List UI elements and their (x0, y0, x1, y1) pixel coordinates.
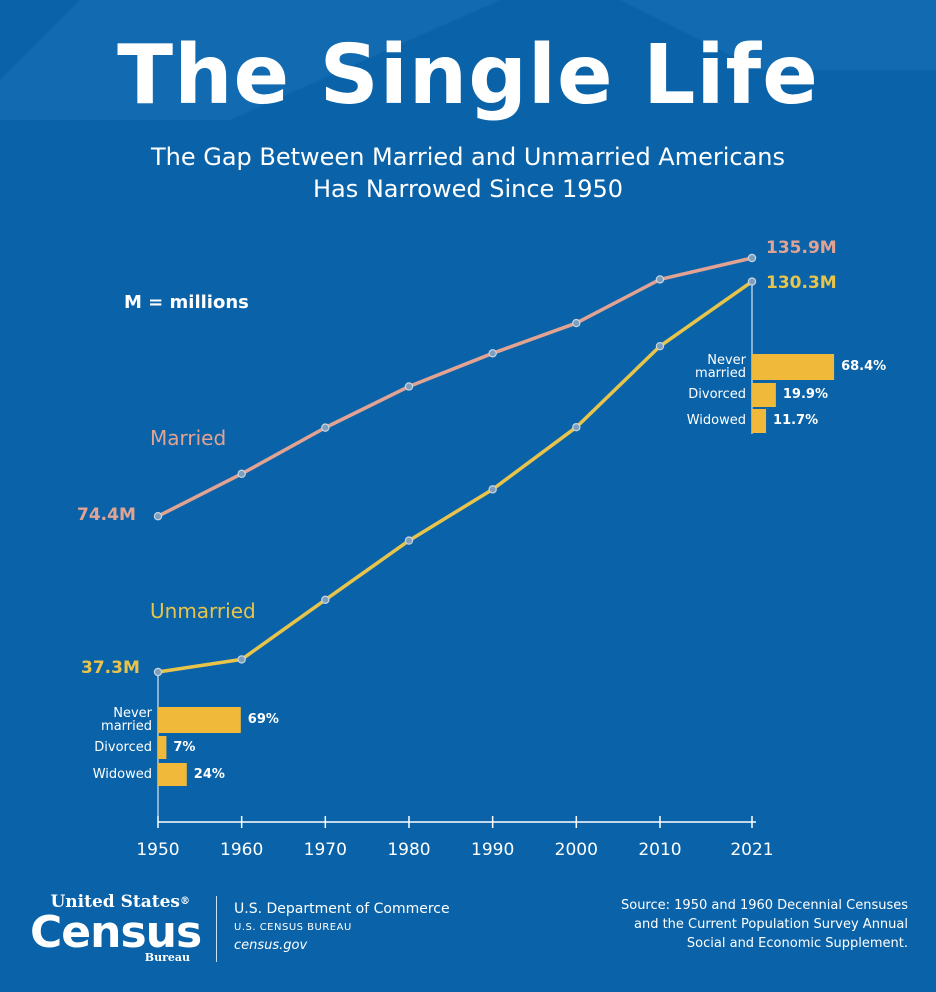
bar-2021-never (752, 354, 835, 380)
married-start-label: 74.4M (77, 505, 136, 526)
x-tick-label-1980: 1980 (387, 840, 431, 860)
x-tick-label-1970: 1970 (303, 840, 347, 860)
bar-value-1950-divorced: 7% (173, 739, 196, 755)
x-tick-label-2021: 2021 (730, 840, 774, 860)
unmarried-end-label: 130.3M (766, 272, 837, 293)
source-line-2: and the Current Population Survey Annual (634, 917, 908, 932)
bar-value-2021-never: 68.4% (841, 359, 887, 374)
census-logo: United States® Census Bureau (30, 893, 202, 964)
series-line-unmarried (157, 280, 754, 674)
bar-category-1950-never: Never married (101, 706, 152, 734)
bar-category-1950-divorced: Divorced (94, 739, 152, 755)
point-unmarried-2010 (655, 341, 665, 351)
x-tick-label-1990: 1990 (471, 840, 515, 860)
bar-2021-widowed (752, 409, 767, 433)
bureau-name: U.S. CENSUS BUREAU (234, 922, 352, 933)
bar-category-2021-never: Never married (695, 353, 746, 381)
series-name-unmarried: Unmarried (150, 599, 256, 623)
chart-subtitle: The Gap Between Married and Unmarried Am… (0, 141, 936, 205)
source-line-1: Source: 1950 and 1960 Decennial Censuses (620, 898, 908, 913)
point-unmarried-1960 (237, 655, 246, 664)
point-married-1950 (153, 512, 163, 521)
point-unmarried-1970 (321, 595, 330, 604)
bar-category-2021-divorced: Divorced (688, 387, 746, 402)
x-tick-label-2000: 2000 (554, 840, 598, 860)
point-married-2000 (572, 318, 581, 328)
bar-1950-divorced (158, 736, 167, 759)
x-tick-label-2010: 2010 (638, 840, 682, 860)
bar-value-1950-widowed: 24% (193, 766, 225, 782)
point-married-2021 (747, 253, 757, 263)
bar-category-1950-widowed: Widowed (92, 766, 152, 782)
bar-value-2021-divorced: 19.9% (782, 387, 828, 402)
point-married-1990 (488, 349, 497, 358)
footer-department: U.S. Department of Commerce U.S. CENSUS … (234, 900, 450, 955)
point-unmarried-2000 (572, 423, 581, 432)
point-unmarried-1980 (404, 536, 414, 545)
x-tick-label-1960: 1960 (220, 840, 264, 860)
logo-bureau-text: Bureau (144, 951, 190, 964)
bar-value-2021-widowed: 11.7% (773, 413, 819, 428)
point-unmarried-1950 (153, 667, 163, 677)
point-married-1960 (237, 469, 246, 479)
source-note: Source: 1950 and 1960 Decennial Censuses… (621, 896, 908, 953)
logo-top-text: United States® (30, 893, 190, 911)
x-tick-label-1950: 1950 (136, 840, 180, 860)
footer-divider (216, 896, 217, 962)
logo-main-text: Census (30, 907, 202, 958)
bar-2021-divorced (752, 383, 776, 407)
point-married-1970 (321, 423, 330, 432)
chart-title: The Single Life (117, 28, 819, 123)
bar-value-1950-never: 69% (247, 712, 279, 727)
point-unmarried-1990 (488, 485, 497, 494)
dept-name: U.S. Department of Commerce (234, 901, 450, 917)
point-married-1980 (404, 382, 414, 391)
logo-top-label: United States (50, 892, 180, 912)
logo-registered-mark: ® (180, 896, 190, 907)
series-name-married: Married (150, 426, 227, 450)
subtitle-line-2: Has Narrowed Since 1950 (312, 175, 624, 203)
series-line-married (157, 256, 753, 518)
source-line-3: Social and Economic Supplement. (686, 936, 908, 951)
point-married-2010 (655, 275, 665, 284)
bar-1950-never (158, 707, 241, 733)
subtitle-line-1: The Gap Between Married and Unmarried Am… (150, 143, 786, 171)
married-end-label: 135.9M (766, 238, 837, 258)
point-unmarried-2021 (747, 277, 757, 286)
census-website[interactable]: census.gov (234, 938, 308, 953)
bar-1950-widowed (158, 763, 187, 786)
unmarried-start-label: 37.3M (81, 658, 140, 678)
bar-category-2021-widowed: Widowed (686, 413, 746, 428)
units-note: M = millions (124, 292, 249, 313)
